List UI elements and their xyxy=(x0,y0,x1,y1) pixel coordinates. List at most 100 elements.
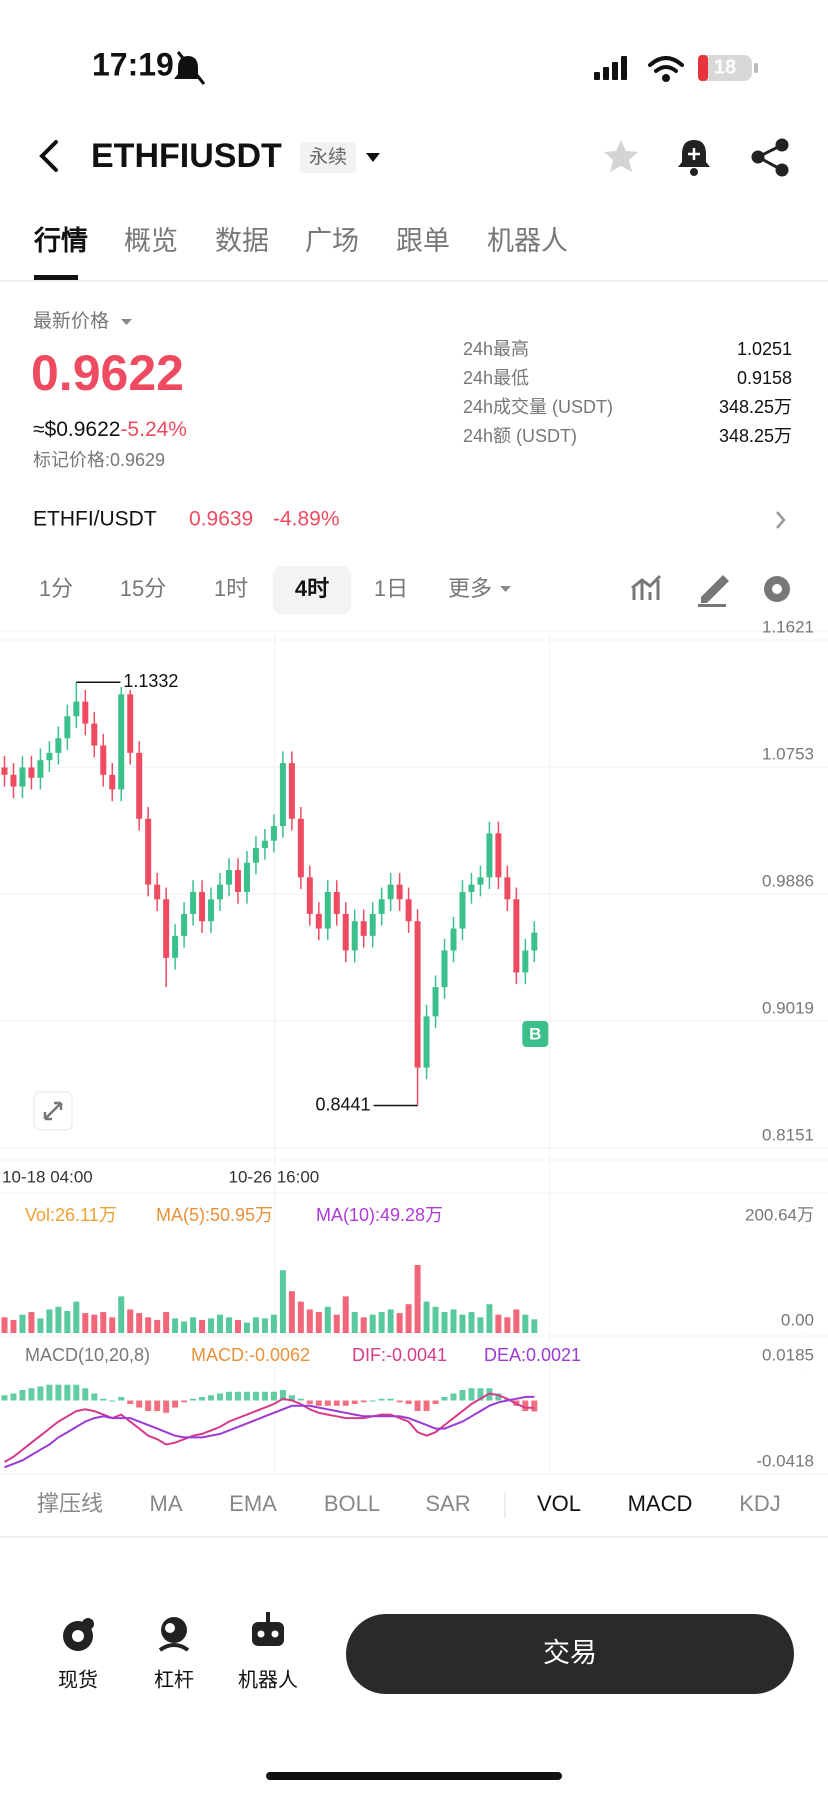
margin-icon[interactable] xyxy=(158,1617,190,1652)
volume-bar xyxy=(64,1311,71,1333)
favorite-icon[interactable] xyxy=(604,140,638,172)
candle-body xyxy=(315,913,322,929)
candle-body xyxy=(423,1016,430,1068)
candle-body xyxy=(396,884,403,900)
volume-bar xyxy=(396,1313,403,1333)
spot-icon[interactable] xyxy=(63,1618,94,1651)
candle-body xyxy=(163,899,170,958)
price-dropdown[interactable] xyxy=(121,319,132,325)
tab[interactable]: 行情 xyxy=(33,225,88,256)
indicator-tab[interactable]: 撑压线 xyxy=(37,1491,103,1516)
volume-bar xyxy=(459,1314,466,1333)
volume-bar xyxy=(190,1317,197,1333)
macd-bar xyxy=(154,1400,161,1412)
indicator-tab[interactable]: MACD xyxy=(628,1491,693,1516)
macd-bar xyxy=(136,1400,143,1408)
tab[interactable]: 广场 xyxy=(305,226,359,256)
volume-bar xyxy=(55,1306,62,1333)
back-button[interactable] xyxy=(39,140,58,172)
spot-pair[interactable]: ETHFI/USDT xyxy=(33,508,157,531)
macd-bar xyxy=(378,1398,385,1401)
indicator-tab[interactable]: VOL xyxy=(537,1491,581,1516)
tab[interactable]: 数据 xyxy=(215,226,269,256)
indicator-tab[interactable]: BOLL xyxy=(324,1491,380,1516)
volume-bar xyxy=(252,1317,259,1333)
candle-body xyxy=(252,848,259,863)
macd-bar xyxy=(351,1400,358,1405)
more-dropdown[interactable] xyxy=(500,586,511,592)
nav-label[interactable]: 机器人 xyxy=(238,1668,298,1691)
volume-bar xyxy=(208,1318,215,1333)
indicator-tab[interactable]: MA xyxy=(150,1491,183,1516)
candle-body xyxy=(1,767,8,775)
y-tick-label: 1.1621 xyxy=(762,617,814,636)
volume-bar xyxy=(279,1270,286,1333)
usd-price: ≈$0.9622 xyxy=(33,418,120,441)
macd-bar xyxy=(226,1391,232,1401)
macd-bar xyxy=(127,1400,134,1405)
bot-icon[interactable] xyxy=(252,1612,284,1646)
settings-icon[interactable] xyxy=(764,576,790,602)
alert-icon[interactable] xyxy=(678,140,710,176)
indicator-tab[interactable]: KDJ xyxy=(739,1491,781,1516)
candle-body xyxy=(495,833,502,878)
spot-chevron[interactable] xyxy=(776,511,786,529)
buy-marker: B xyxy=(529,1024,541,1043)
candle-body xyxy=(351,921,358,951)
macd-bar xyxy=(324,1400,331,1406)
volume-bar xyxy=(100,1312,107,1333)
candle-body xyxy=(531,932,538,951)
spot-change: -4.89% xyxy=(273,508,340,531)
symbol-dropdown[interactable] xyxy=(366,153,380,162)
macd-bar xyxy=(369,1400,376,1402)
macd-bar xyxy=(342,1400,349,1406)
volume-bar xyxy=(154,1319,161,1333)
candle-body xyxy=(387,884,394,900)
indicator-tab[interactable]: EMA xyxy=(229,1491,277,1516)
volume-label: MA(10):49.28万 xyxy=(316,1205,443,1225)
trade-button-label[interactable]: 交易 xyxy=(543,1638,597,1668)
price-change: -5.24% xyxy=(120,418,187,441)
timeframe[interactable]: 1日 xyxy=(374,576,408,601)
candle-body xyxy=(477,877,484,885)
macd-bar xyxy=(315,1400,322,1406)
expand-button[interactable] xyxy=(33,1091,73,1131)
timeframe[interactable]: 15分 xyxy=(120,576,166,601)
tab[interactable]: 跟单 xyxy=(396,226,450,256)
candle-body xyxy=(288,763,295,819)
indicator-tool-icon[interactable] xyxy=(631,574,662,600)
nav-label[interactable]: 杠杆 xyxy=(154,1668,194,1691)
indicator-tab[interactable]: SAR xyxy=(425,1491,470,1516)
battery-level xyxy=(698,55,708,81)
candle-body xyxy=(217,884,224,900)
candle-body xyxy=(369,913,376,936)
dea-line xyxy=(4,1395,535,1469)
stat-value: 1.0251 xyxy=(737,339,792,359)
x-tick-label: 10-18 04:00 xyxy=(2,1167,93,1186)
timeframe[interactable]: 更多 xyxy=(448,576,492,601)
tab[interactable]: 概览 xyxy=(124,226,178,256)
candle-body xyxy=(261,840,268,849)
timeframe[interactable]: 4时 xyxy=(295,576,329,601)
macd-bar xyxy=(1,1395,8,1401)
candle-body xyxy=(82,701,89,724)
volume-bar xyxy=(199,1319,206,1333)
tab[interactable]: 机器人 xyxy=(487,226,568,256)
symbol[interactable]: ETHFIUSDT xyxy=(91,137,282,175)
macd-bar xyxy=(73,1384,80,1401)
share-icon[interactable] xyxy=(751,138,789,177)
spot-price: 0.9639 xyxy=(189,508,253,531)
draw-tool-icon[interactable] xyxy=(698,575,729,607)
volume-bar xyxy=(387,1309,394,1333)
macd-bar xyxy=(279,1389,286,1401)
nav-label[interactable]: 现货 xyxy=(58,1668,98,1691)
candle-body xyxy=(468,884,475,892)
trade-button[interactable] xyxy=(346,1614,794,1694)
timeframe[interactable]: 1分 xyxy=(39,576,73,601)
volume-bar xyxy=(73,1301,80,1333)
contract-tag: 永续 xyxy=(309,146,347,168)
stat-label: 24h额 (USDT) xyxy=(463,426,577,446)
volume-label: Vol:26.11万 xyxy=(25,1205,117,1225)
timeframe[interactable]: 1时 xyxy=(214,576,248,601)
volume-bar xyxy=(423,1301,430,1333)
